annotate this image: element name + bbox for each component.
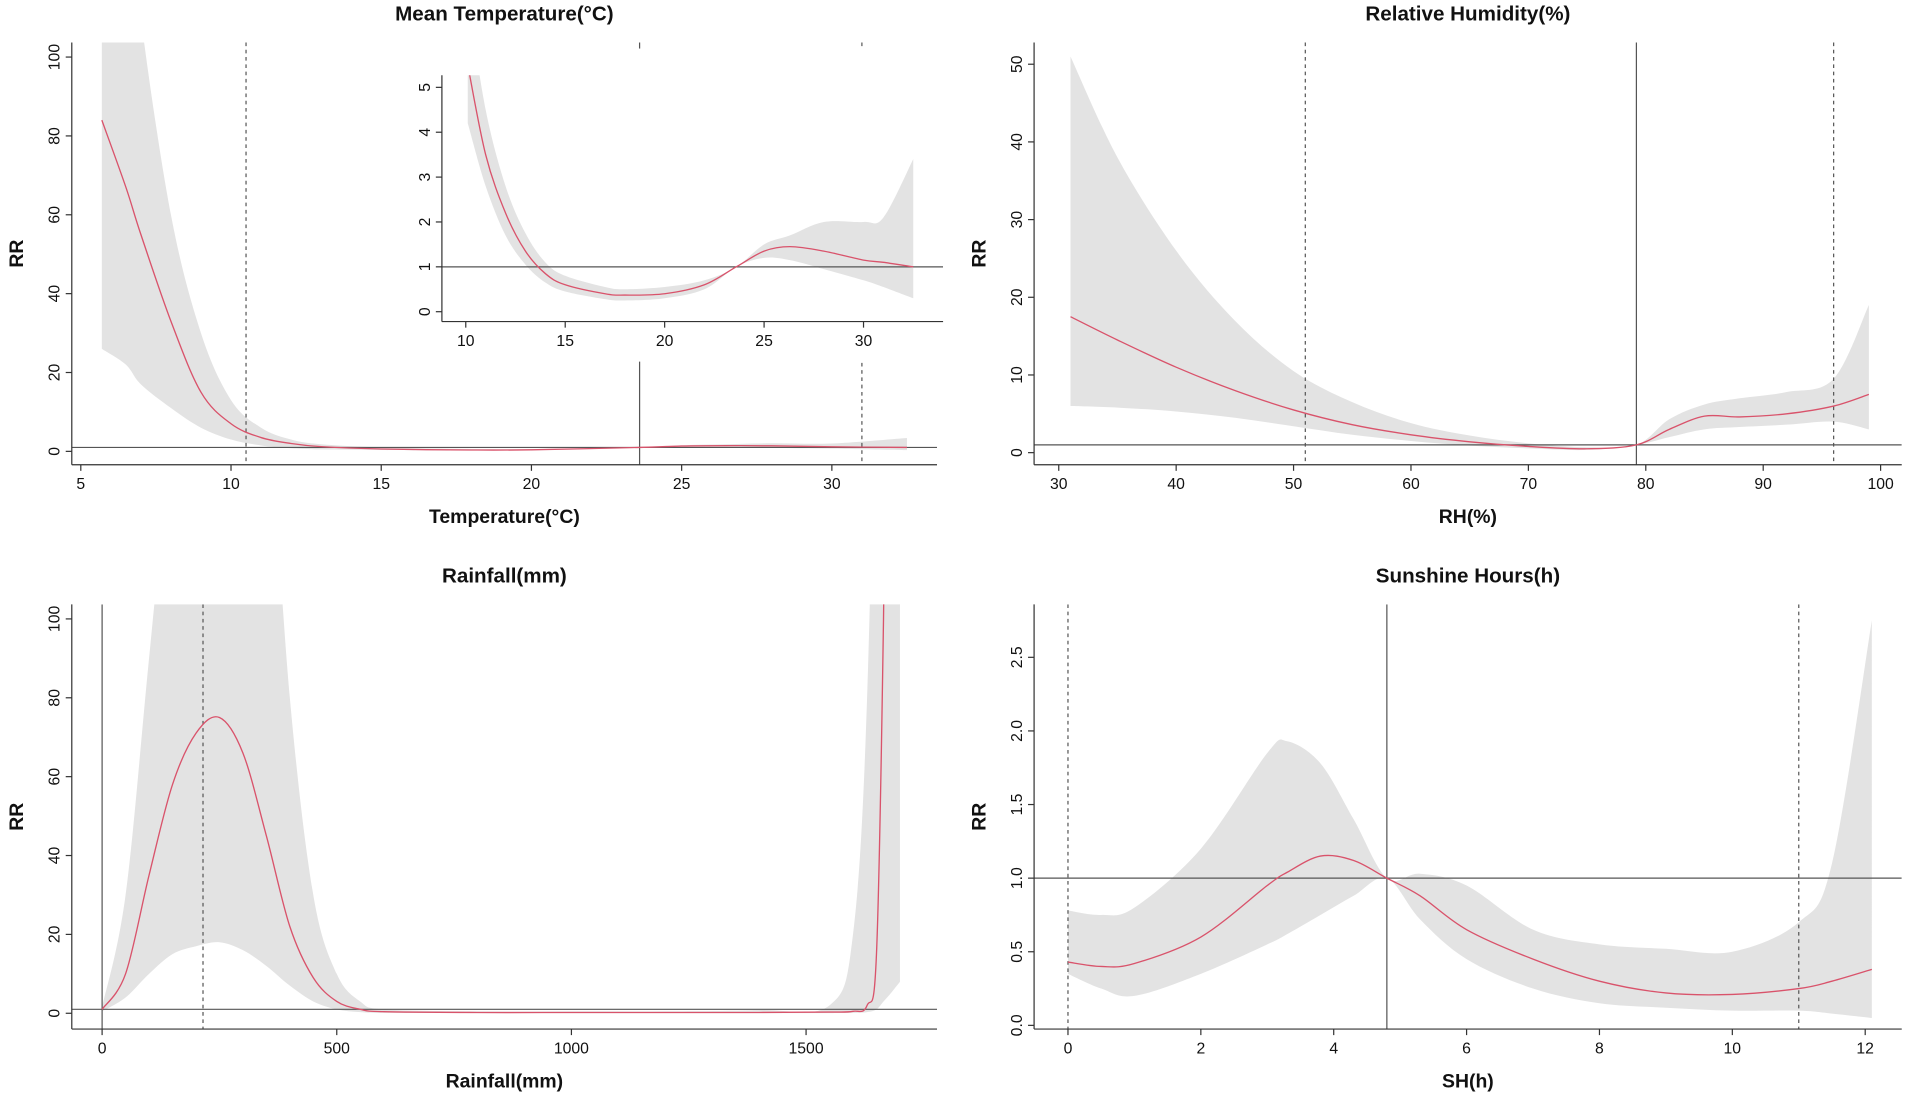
x-tick-label: 20 bbox=[656, 333, 674, 350]
x-tick-label: 10 bbox=[222, 476, 240, 493]
y-tick-label: 0.0 bbox=[1009, 1014, 1026, 1036]
x-tick-label: 8 bbox=[1595, 1040, 1604, 1057]
x-tick-label: 10 bbox=[457, 333, 475, 350]
y-tick-label: 20 bbox=[1009, 288, 1026, 306]
x-tick-label: 70 bbox=[1520, 476, 1538, 493]
confidence-band bbox=[1070, 56, 1869, 451]
rr-curve bbox=[469, 75, 914, 296]
y-tick-label: 80 bbox=[47, 689, 64, 707]
y-tick-label: 40 bbox=[47, 285, 64, 303]
rr-curve bbox=[101, 119, 907, 451]
y-tick-label: 1.0 bbox=[1009, 867, 1026, 889]
x-tick-label: 50 bbox=[1285, 476, 1303, 493]
y-tick-label: 100 bbox=[47, 44, 64, 71]
panel: 0 1 2 3 4 5 10 15 20 25 30 bbox=[409, 48, 944, 362]
x-axis-label: RH(%) bbox=[1439, 506, 1497, 528]
x-tick-label: 10 bbox=[1724, 1040, 1742, 1057]
plot-area bbox=[441, 75, 944, 301]
y-tick-label: 40 bbox=[1009, 133, 1026, 151]
confidence-band bbox=[1067, 620, 1872, 1019]
confidence-band bbox=[102, 604, 900, 1014]
y-tick-label: 10 bbox=[1009, 366, 1026, 384]
x-tick-label: 1000 bbox=[554, 1040, 589, 1057]
y-tick-label: 0.5 bbox=[1009, 941, 1026, 963]
y-axis-label: RR bbox=[969, 240, 991, 268]
y-tick-label: 30 bbox=[1009, 211, 1026, 229]
y-tick-label: 1 bbox=[417, 262, 434, 271]
x-tick-label: 0 bbox=[98, 1040, 107, 1057]
y-tick-label: 0 bbox=[1009, 448, 1026, 457]
plot-area bbox=[1034, 604, 1902, 1030]
plot-area bbox=[71, 604, 938, 1030]
x-tick-label: 30 bbox=[1050, 476, 1068, 493]
y-axis-label: RR bbox=[6, 240, 28, 268]
inset-background bbox=[409, 48, 944, 362]
y-tick-label: 40 bbox=[47, 847, 64, 865]
y-tick-label: 80 bbox=[47, 127, 64, 145]
y-tick-label: 4 bbox=[417, 128, 434, 137]
y-tick-label: 0 bbox=[47, 447, 64, 456]
x-tick-label: 20 bbox=[523, 476, 541, 493]
x-tick-label: 15 bbox=[556, 333, 574, 350]
x-tick-label: 6 bbox=[1462, 1040, 1471, 1057]
x-tick-label: 2 bbox=[1196, 1040, 1205, 1057]
rr-curve bbox=[101, 604, 885, 1014]
x-axis-label: Rainfall(mm) bbox=[446, 1070, 564, 1092]
x-tick-label: 500 bbox=[324, 1040, 351, 1057]
y-tick-label: 50 bbox=[1009, 55, 1026, 73]
chart-title: Sunshine Hours(h) bbox=[1376, 564, 1560, 587]
x-tick-label: 0 bbox=[1064, 1040, 1073, 1057]
chart-title: Mean Temperature(°C) bbox=[395, 3, 614, 26]
chart-title: Rainfall(mm) bbox=[442, 564, 567, 587]
x-tick-label: 30 bbox=[823, 476, 841, 493]
x-axis-label: Temperature(°C) bbox=[429, 506, 580, 528]
y-tick-label: 0 bbox=[47, 1009, 64, 1018]
y-tick-label: 60 bbox=[47, 206, 64, 224]
x-tick-label: 90 bbox=[1754, 476, 1772, 493]
x-tick-label: 1500 bbox=[789, 1040, 824, 1057]
y-tick-label: 1.5 bbox=[1009, 793, 1026, 815]
y-tick-label: 2.0 bbox=[1009, 720, 1026, 742]
x-tick-label: 30 bbox=[855, 333, 873, 350]
x-tick-label: 60 bbox=[1402, 476, 1420, 493]
x-tick-label: 4 bbox=[1329, 1040, 1338, 1057]
y-tick-label: 5 bbox=[417, 83, 434, 92]
rr-curve bbox=[1067, 854, 1873, 996]
y-tick-label: 3 bbox=[417, 172, 434, 181]
panel: 0 10 20 30 40 50 30 40 50 60 70 80 90 100 Relative Hum… bbox=[969, 3, 1902, 528]
x-axis-label: SH(h) bbox=[1442, 1070, 1494, 1092]
y-tick-label: 20 bbox=[47, 925, 64, 943]
y-tick-label: 2.5 bbox=[1009, 646, 1026, 668]
rr-curve bbox=[1070, 316, 1870, 450]
x-tick-label: 25 bbox=[755, 333, 773, 350]
y-tick-label: 60 bbox=[47, 768, 64, 786]
y-tick-label: 100 bbox=[47, 606, 64, 633]
panel: 0.0 0.5 1.0 1.5 2.0 2.5 0 2 4 6 8 10 12 Sunshine Hour… bbox=[969, 564, 1902, 1092]
y-axis-label: RR bbox=[6, 803, 28, 831]
x-tick-label: 15 bbox=[372, 476, 390, 493]
confidence-band bbox=[101, 42, 907, 451]
x-tick-label: 5 bbox=[76, 476, 85, 493]
chart-title: Relative Humidity(%) bbox=[1365, 3, 1570, 26]
x-tick-label: 80 bbox=[1637, 476, 1655, 493]
plot-area bbox=[1034, 42, 1902, 465]
confidence-band bbox=[467, 75, 914, 301]
y-axis-label: RR bbox=[969, 803, 991, 831]
x-tick-label: 25 bbox=[673, 476, 691, 493]
y-tick-label: 2 bbox=[417, 218, 434, 227]
x-tick-label: 12 bbox=[1856, 1040, 1874, 1057]
y-tick-label: 0 bbox=[417, 307, 434, 316]
x-tick-label: 100 bbox=[1867, 476, 1894, 493]
x-tick-label: 40 bbox=[1167, 476, 1185, 493]
y-tick-label: 20 bbox=[47, 364, 64, 382]
